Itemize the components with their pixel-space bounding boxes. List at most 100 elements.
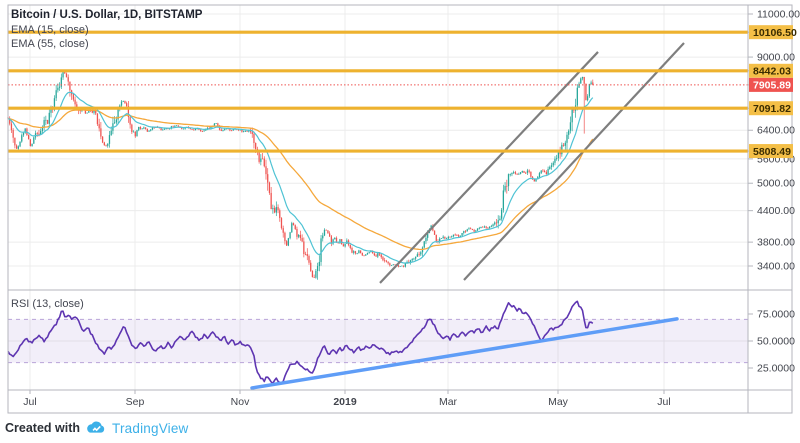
candle-body [314,277,315,278]
candle-body [381,255,382,258]
candle-body [16,145,17,148]
time-scale[interactable]: JulSepNov2019MarMayJul [23,390,670,408]
candle-body [138,127,139,130]
candle-body [492,224,493,226]
candle-body [231,130,232,131]
time-tick-label: Jul [657,396,670,408]
channel-trendline[interactable] [380,52,598,283]
candle-body [529,171,530,172]
tradingview-brand-text: TradingView [112,421,189,436]
candle-body [542,171,543,172]
candle-body [38,134,39,135]
candle-body [451,236,452,237]
candle-body [482,227,483,228]
candle-body [417,254,418,256]
candle-body [136,130,137,136]
candle-body [547,169,548,174]
candle-body [499,219,500,220]
candle-body [513,172,514,173]
level-price-badge-label: 5808.49 [753,146,791,158]
rsi-tick-label: 25.0000 [757,363,795,375]
candle-body [298,235,299,237]
candle-body [539,173,540,177]
candle-body [301,238,302,241]
candle-body [362,253,363,256]
candle-body [327,230,328,233]
candle-body [425,238,426,241]
candle-body [100,128,101,136]
candle-body [145,127,146,129]
candle-body [535,179,536,181]
candle-body [283,228,284,233]
candle-body [353,251,354,252]
candle-body [484,227,485,228]
candle-body [494,223,495,225]
candle-body [357,253,358,254]
candle-body [243,131,244,132]
candle-body [455,235,456,236]
candle-body [369,252,370,253]
candle-body [344,244,345,247]
candle-body [444,237,445,239]
candle-body [109,135,110,144]
candle-body [463,231,464,233]
candle-body [391,265,392,266]
candle-body [305,254,306,255]
candle-body [162,130,163,131]
candle-body [97,113,98,124]
candle-body [418,254,419,255]
candle-body [43,120,44,127]
candle-body [99,124,100,128]
candles-layer[interactable] [7,70,593,280]
candle-body [23,133,24,136]
price-chart-svg: 11000.009000.006400.005600.005000.004400… [0,0,800,443]
price-tick-label: 6400.00 [757,125,795,137]
candle-body [73,94,74,99]
candle-body [111,131,112,135]
tradingview-watermark[interactable]: Created with TradingView [5,417,189,439]
candle-body [148,131,149,132]
candle-body [501,210,502,219]
candle-body [467,229,468,231]
candle-body [269,183,270,193]
candle-body [351,248,352,253]
candle-body [295,225,296,229]
price-level-lines-layer[interactable] [8,32,748,151]
candle-body [105,145,106,146]
candle-body [572,109,573,122]
ema-55-line [8,110,593,250]
candle-body [554,159,555,163]
candle-body [131,125,132,132]
candle-body [320,238,321,262]
candle-body [496,223,497,224]
candle-body [556,158,557,159]
candle-body [56,90,57,98]
candle-body [62,72,63,77]
candle-body [424,241,425,247]
candle-body [191,129,192,130]
candle-body [448,237,449,238]
candle-body [176,126,177,127]
candle-body [264,159,265,167]
candle-body [343,244,344,246]
candle-body [114,122,115,123]
candle-body [587,96,588,100]
candle-body [319,262,320,266]
candle-body [308,256,309,263]
candle-body [68,77,69,81]
trendlines-layer[interactable] [380,43,684,283]
candle-body [508,174,509,186]
candle-body [200,130,201,132]
candle-body [260,159,261,162]
candle-body [443,237,444,239]
price-tick-label: 9000.00 [757,52,795,64]
candle-body [28,135,29,139]
candle-body [412,259,413,260]
created-with-text: Created with [5,421,80,435]
candle-body [142,129,143,130]
candle-body [303,241,304,254]
candle-body [374,253,375,255]
candle-body [480,227,481,228]
candle-body [334,238,335,239]
candle-body [458,235,459,237]
